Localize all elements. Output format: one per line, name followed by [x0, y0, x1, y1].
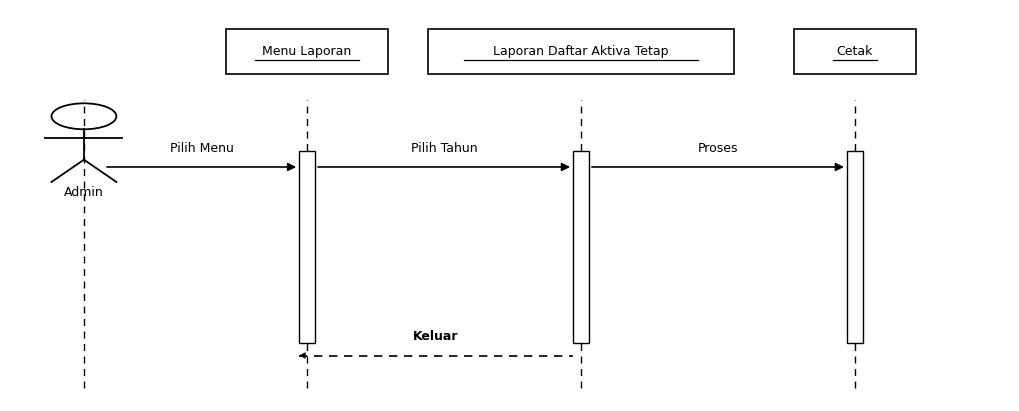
- Text: Proses: Proses: [697, 142, 738, 155]
- Text: Laporan Daftar Aktiva Tetap: Laporan Daftar Aktiva Tetap: [493, 45, 668, 58]
- Bar: [573, 151, 589, 343]
- Bar: [428, 29, 734, 74]
- Text: Admin: Admin: [64, 186, 104, 199]
- Text: Keluar: Keluar: [413, 330, 459, 343]
- Bar: [846, 151, 862, 343]
- Bar: [226, 29, 387, 74]
- Text: Pilih Tahun: Pilih Tahun: [411, 142, 477, 155]
- Bar: [793, 29, 915, 74]
- Text: Pilih Menu: Pilih Menu: [169, 142, 233, 155]
- Text: Cetak: Cetak: [836, 45, 872, 58]
- Text: Menu Laporan: Menu Laporan: [262, 45, 352, 58]
- Bar: [299, 151, 315, 343]
